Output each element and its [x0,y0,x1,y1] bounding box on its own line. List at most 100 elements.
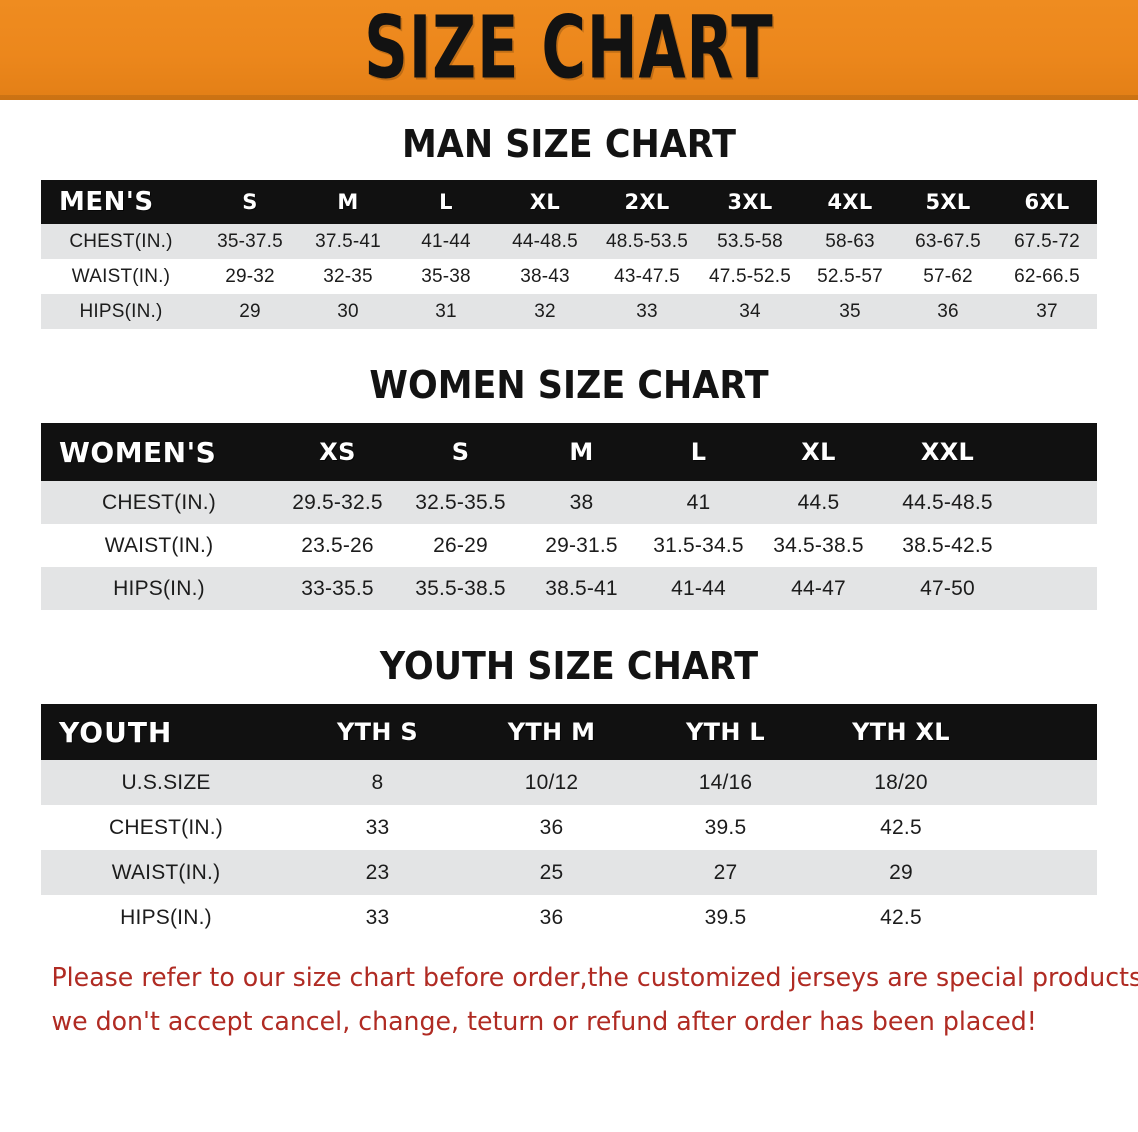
man-cell-hips-6xl: 37 [1036,300,1058,322]
man-cell-chest-l: 41-44 [421,230,471,252]
youth-cell-chest-spacer [990,805,1097,850]
man-col-header-3xl: 3XL [727,190,773,214]
size-chart-body: MAN SIZE CHART MEN'S S M L XL 2XL 3XL 4X… [0,122,1138,1044]
table-row: WAIST(IN.) 23 25 27 29 [41,850,1097,895]
table-row: HIPS(IN.) 33-35.5 35.5-38.5 38.5-41 41-4… [41,567,1097,610]
man-table-header-row: MEN'S S M L XL 2XL 3XL 4XL 5XL 6XL [41,180,1097,224]
man-cell-chest-3xl: 53.5-58 [717,230,783,252]
youth-cell-hips-l: 39.5 [704,905,747,929]
youth-cell-waist-m: 25 [539,860,564,884]
man-corner-label: MEN'S [59,187,154,217]
youth-cell-waist-spacer [990,850,1097,895]
youth-cell-hips-xl: 42.5 [880,905,922,929]
youth-col-header-spacer [990,704,1097,760]
women-cell-chest-xxl: 44.5-48.5 [902,490,993,514]
man-col-header-2xl: 2XL [624,190,670,214]
women-col-header-spacer [1015,423,1097,481]
youth-corner-label: YOUTH [59,715,173,749]
man-cell-chest-s: 35-37.5 [217,230,283,252]
youth-row-label-chest: CHEST(IN.) [109,815,223,839]
youth-table-header-row: YOUTH YTH S YTH M YTH L YTH XL [41,704,1097,760]
youth-cell-ussize-l: 14/16 [698,770,753,794]
man-cell-waist-m: 32-35 [323,265,373,287]
youth-cell-ussize-m: 10/12 [524,770,579,794]
man-cell-hips-2xl: 33 [636,300,658,322]
women-cell-hips-xs: 33-35.5 [301,576,374,600]
man-cell-hips-3xl: 34 [739,300,761,322]
women-col-header-s: S [451,438,470,466]
man-size-table-wrapper: MEN'S S M L XL 2XL 3XL 4XL 5XL 6XL CHEST… [41,180,1097,329]
man-cell-waist-l: 35-38 [421,265,471,287]
table-row: U.S.SIZE 8 10/12 14/16 18/20 [41,760,1097,805]
table-row: CHEST(IN.) 35-37.5 37.5-41 41-44 44-48.5… [41,224,1097,259]
women-cell-chest-m: 38 [569,490,594,514]
women-cell-chest-l: 41 [686,490,711,514]
women-row-label-waist: WAIST(IN.) [104,533,214,557]
women-cell-chest-spacer [1015,481,1097,524]
man-cell-hips-s: 29 [239,300,261,322]
women-col-header-xxl: XXL [920,438,975,466]
man-col-header-6xl: 6XL [1024,190,1070,214]
youth-section-title: YOUTH SIZE CHART [379,644,759,688]
women-corner-label: WOMEN'S [59,435,217,469]
man-cell-hips-xl: 32 [534,300,556,322]
man-cell-waist-s: 29-32 [225,265,275,287]
women-col-header-l: L [690,438,707,466]
youth-col-header-m: YTH M [507,718,596,746]
man-size-table: MEN'S S M L XL 2XL 3XL 4XL 5XL 6XL CHEST… [41,180,1097,329]
women-row-label-hips: HIPS(IN.) [113,576,205,600]
women-cell-waist-xs: 23.5-26 [301,533,374,557]
women-row-label-chest: CHEST(IN.) [102,490,216,514]
man-col-header-l: L [439,190,453,214]
women-size-table-wrapper: WOMEN'S XS S M L XL XXL CHEST(IN.) 29.5-… [41,423,1097,610]
women-col-header-xl: XL [801,438,836,466]
man-cell-chest-m: 37.5-41 [315,230,381,252]
man-cell-hips-4xl: 35 [839,300,861,322]
women-table-header-row: WOMEN'S XS S M L XL XXL [41,423,1097,481]
youth-cell-hips-s: 33 [365,905,390,929]
man-cell-hips-5xl: 36 [937,300,959,322]
youth-cell-chest-s: 33 [365,815,390,839]
man-cell-waist-5xl: 57-62 [923,265,973,287]
women-size-table: WOMEN'S XS S M L XL XXL CHEST(IN.) 29.5-… [41,423,1097,610]
man-col-header-xl: XL [529,190,561,214]
youth-row-label-hips: HIPS(IN.) [120,905,212,929]
youth-cell-waist-s: 23 [365,860,390,884]
women-cell-hips-l: 41-44 [671,576,726,600]
man-cell-waist-2xl: 43-47.5 [614,265,680,287]
youth-cell-chest-l: 39.5 [704,815,747,839]
man-section-title: MAN SIZE CHART [401,122,737,166]
table-row: HIPS(IN.) 29 30 31 32 33 34 35 36 37 [41,294,1097,329]
table-row: CHEST(IN.) 33 36 39.5 42.5 [41,805,1097,850]
man-cell-waist-4xl: 52.5-57 [817,265,883,287]
return-policy-note: Please refer to our size chart before or… [34,956,1138,1044]
women-cell-waist-xl: 34.5-38.5 [773,533,864,557]
man-cell-chest-xl: 44-48.5 [512,230,578,252]
youth-size-table-wrapper: YOUTH YTH S YTH M YTH L YTH XL U.S.SIZE … [41,704,1097,940]
women-cell-waist-spacer [1015,524,1097,567]
note-line-2: we don't accept cancel, change, teturn o… [51,1007,1037,1038]
man-col-header-s: S [242,190,258,214]
man-row-label-chest: CHEST(IN.) [69,230,173,252]
man-cell-chest-2xl: 48.5-53.5 [605,230,689,252]
man-cell-hips-m: 30 [337,300,359,322]
man-cell-hips-l: 31 [435,300,457,322]
youth-cell-ussize-spacer [990,760,1097,805]
note-line-1: Please refer to our size chart before or… [51,963,1138,993]
youth-cell-chest-xl: 42.5 [880,815,922,839]
man-col-header-5xl: 5XL [925,190,971,214]
page-title: SIZE CHART [364,0,774,98]
man-row-label-hips: HIPS(IN.) [79,300,163,322]
table-row: HIPS(IN.) 33 36 39.5 42.5 [41,895,1097,940]
man-row-label-waist: WAIST(IN.) [71,265,171,287]
man-cell-chest-6xl: 67.5-72 [1014,230,1080,252]
women-cell-waist-xxl: 38.5-42.5 [902,533,993,557]
women-section-title: WOMEN SIZE CHART [369,363,769,407]
youth-cell-chest-m: 36 [539,815,564,839]
women-cell-waist-m: 29-31.5 [545,533,618,557]
youth-cell-waist-xl: 29 [889,860,913,884]
women-cell-hips-xl: 44-47 [791,576,846,600]
youth-cell-hips-spacer [990,895,1097,940]
youth-cell-hips-m: 36 [539,905,564,929]
youth-cell-waist-l: 27 [713,860,738,884]
